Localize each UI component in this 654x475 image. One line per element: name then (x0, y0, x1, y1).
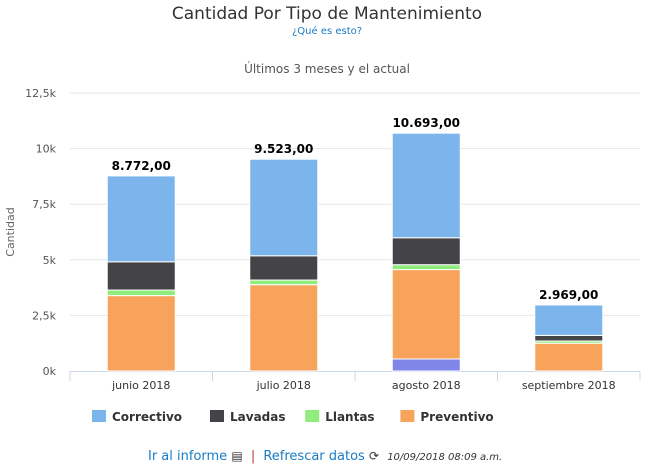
total-label: 8.772,00 (112, 159, 171, 173)
y-tick-label: 7,5k (32, 198, 56, 211)
help-link[interactable]: ¿Qué es esto? (291, 26, 363, 37)
y-tick-label: 0k (43, 365, 57, 378)
bar-segment-llantas (249, 279, 319, 286)
stacked-bar-chart: 0k 2,5k 5k 7,5k 10k 12,5k Cantidad 8.772,00 juni… (4, 87, 641, 424)
chart-title: Cantidad Por Tipo de Mantenimiento (171, 4, 483, 24)
x-tick-label: septiembre 2018 (522, 379, 616, 392)
x-tick-label: agosto 2018 (392, 379, 461, 392)
y-tick-label: 2,5k (32, 309, 56, 322)
bar-segment-correctivo (106, 175, 176, 263)
y-tick-label: 10k (36, 143, 57, 156)
bar-segment-preventivo (391, 269, 461, 360)
legend-swatch (400, 410, 415, 422)
x-tick-label: julio 2018 (256, 379, 311, 392)
bar-segment-correctivo (391, 132, 461, 239)
bar-segment-llantas (391, 264, 461, 271)
bar-segment-correctivo (249, 158, 319, 257)
report-link[interactable]: Ir al informe (148, 449, 228, 464)
chart-footer: Ir al informe ▤ | Refrescar datos ⟳ 10/0… (148, 449, 502, 464)
refresh-link[interactable]: Refrescar datos (263, 449, 365, 464)
separator: | (250, 449, 256, 464)
total-label: 2.969,00 (539, 288, 598, 302)
bar-segment-lavadas (249, 255, 319, 281)
bar-segment-preventivo (534, 342, 604, 372)
total-label: 10.693,00 (392, 116, 460, 130)
refresh-icon[interactable]: ⟳ (368, 449, 380, 463)
legend-item-llantas[interactable]: Llantas (325, 410, 374, 424)
legend-item-lavadas[interactable]: Lavadas (230, 410, 286, 424)
y-tick-label: 5k (43, 254, 57, 267)
y-axis-label: Cantidad (4, 207, 17, 256)
bar-segment-preventivo (249, 284, 319, 372)
total-label: 9.523,00 (254, 142, 313, 156)
y-tick-label: 12,5k (25, 87, 56, 100)
legend-swatch (92, 410, 106, 422)
list-icon[interactable]: ▤ (231, 449, 243, 463)
bar-segment-lavadas (534, 334, 604, 342)
bar-segment-correctivo (534, 304, 604, 336)
legend-item-preventivo[interactable]: Preventivo (420, 410, 493, 424)
timestamp: 10/09/2018 08:09 a.m. (387, 452, 503, 463)
bar-segment-other (391, 358, 461, 372)
legend-item-correctivo[interactable]: Correctivo (112, 410, 182, 424)
legend-swatch (305, 410, 320, 422)
bar-segment-lavadas (106, 261, 176, 291)
chart-subtitle: Últimos 3 meses y el actual (244, 62, 410, 76)
legend-swatch (210, 410, 224, 422)
bar-segment-preventivo (106, 295, 176, 372)
bar-segment-llantas (106, 289, 176, 297)
x-tick-label: junio 2018 (111, 379, 170, 392)
bar-segment-lavadas (391, 237, 461, 266)
